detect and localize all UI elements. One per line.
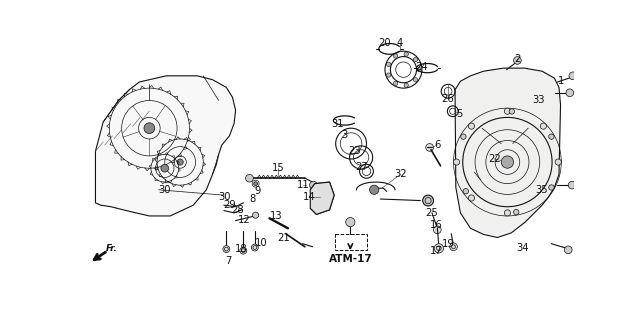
Circle shape <box>394 81 397 86</box>
Text: 28: 28 <box>232 205 244 215</box>
Circle shape <box>253 212 259 218</box>
Circle shape <box>346 217 355 227</box>
Text: 20: 20 <box>378 39 390 49</box>
Circle shape <box>177 159 183 165</box>
Circle shape <box>404 83 408 87</box>
Text: 9: 9 <box>254 186 260 196</box>
Text: 8: 8 <box>250 194 255 204</box>
Circle shape <box>253 182 257 186</box>
Text: 30: 30 <box>159 185 171 195</box>
Text: 16: 16 <box>430 220 443 230</box>
Circle shape <box>568 181 576 189</box>
Circle shape <box>569 72 577 80</box>
Circle shape <box>435 244 444 253</box>
Text: 21: 21 <box>278 233 291 243</box>
Text: 22: 22 <box>488 154 500 164</box>
Text: 19: 19 <box>442 239 454 249</box>
Circle shape <box>504 210 511 216</box>
Text: 27: 27 <box>355 162 368 172</box>
Circle shape <box>509 109 515 114</box>
Text: 26: 26 <box>442 94 454 104</box>
Circle shape <box>369 185 379 194</box>
Text: 7: 7 <box>225 256 232 266</box>
Circle shape <box>548 134 554 139</box>
Text: 17: 17 <box>430 246 443 256</box>
Circle shape <box>501 156 513 168</box>
Text: 35: 35 <box>535 185 548 195</box>
Polygon shape <box>455 68 561 238</box>
Text: 32: 32 <box>394 169 406 179</box>
Text: 12: 12 <box>237 215 250 225</box>
Circle shape <box>468 123 474 129</box>
Text: 10: 10 <box>255 238 268 248</box>
Circle shape <box>223 246 230 253</box>
Polygon shape <box>95 76 236 216</box>
Circle shape <box>513 209 519 215</box>
Text: 4: 4 <box>397 39 403 49</box>
Text: 13: 13 <box>270 211 283 221</box>
Text: 18: 18 <box>235 244 247 254</box>
Circle shape <box>413 78 418 82</box>
Circle shape <box>548 185 554 190</box>
Circle shape <box>566 89 573 97</box>
Text: 1: 1 <box>558 76 564 86</box>
Circle shape <box>468 195 474 201</box>
Text: 11: 11 <box>297 180 310 190</box>
Circle shape <box>504 108 511 114</box>
Circle shape <box>387 73 391 77</box>
Circle shape <box>564 246 572 254</box>
Text: Fr.: Fr. <box>106 244 118 253</box>
Circle shape <box>310 181 317 189</box>
Circle shape <box>513 57 521 64</box>
Text: 33: 33 <box>532 95 545 105</box>
Circle shape <box>463 188 468 194</box>
Text: ATM-17: ATM-17 <box>328 254 372 264</box>
Circle shape <box>426 144 433 151</box>
Circle shape <box>240 247 247 254</box>
Text: 29: 29 <box>223 200 236 210</box>
Circle shape <box>144 123 155 133</box>
Circle shape <box>404 52 408 56</box>
Text: 3: 3 <box>341 130 348 140</box>
Circle shape <box>555 159 561 165</box>
Circle shape <box>394 54 397 58</box>
Circle shape <box>413 57 418 62</box>
Circle shape <box>252 244 259 251</box>
Text: 14: 14 <box>303 193 315 202</box>
Circle shape <box>461 134 466 139</box>
Text: 6: 6 <box>434 140 440 150</box>
Text: 25: 25 <box>426 208 438 218</box>
Circle shape <box>540 123 547 129</box>
Text: 5: 5 <box>456 109 462 119</box>
Text: 30: 30 <box>218 192 230 202</box>
Text: 34: 34 <box>516 243 528 253</box>
Text: 23: 23 <box>348 146 360 156</box>
Circle shape <box>450 243 458 251</box>
Circle shape <box>387 62 391 67</box>
Circle shape <box>454 159 460 165</box>
Text: 24: 24 <box>415 62 428 72</box>
Circle shape <box>433 226 441 234</box>
Circle shape <box>417 67 421 72</box>
Circle shape <box>422 195 433 206</box>
Text: 15: 15 <box>271 163 284 173</box>
Circle shape <box>161 165 168 172</box>
Text: 31: 31 <box>331 118 344 128</box>
Text: 2: 2 <box>514 54 520 64</box>
Polygon shape <box>310 182 334 214</box>
Circle shape <box>246 174 253 182</box>
